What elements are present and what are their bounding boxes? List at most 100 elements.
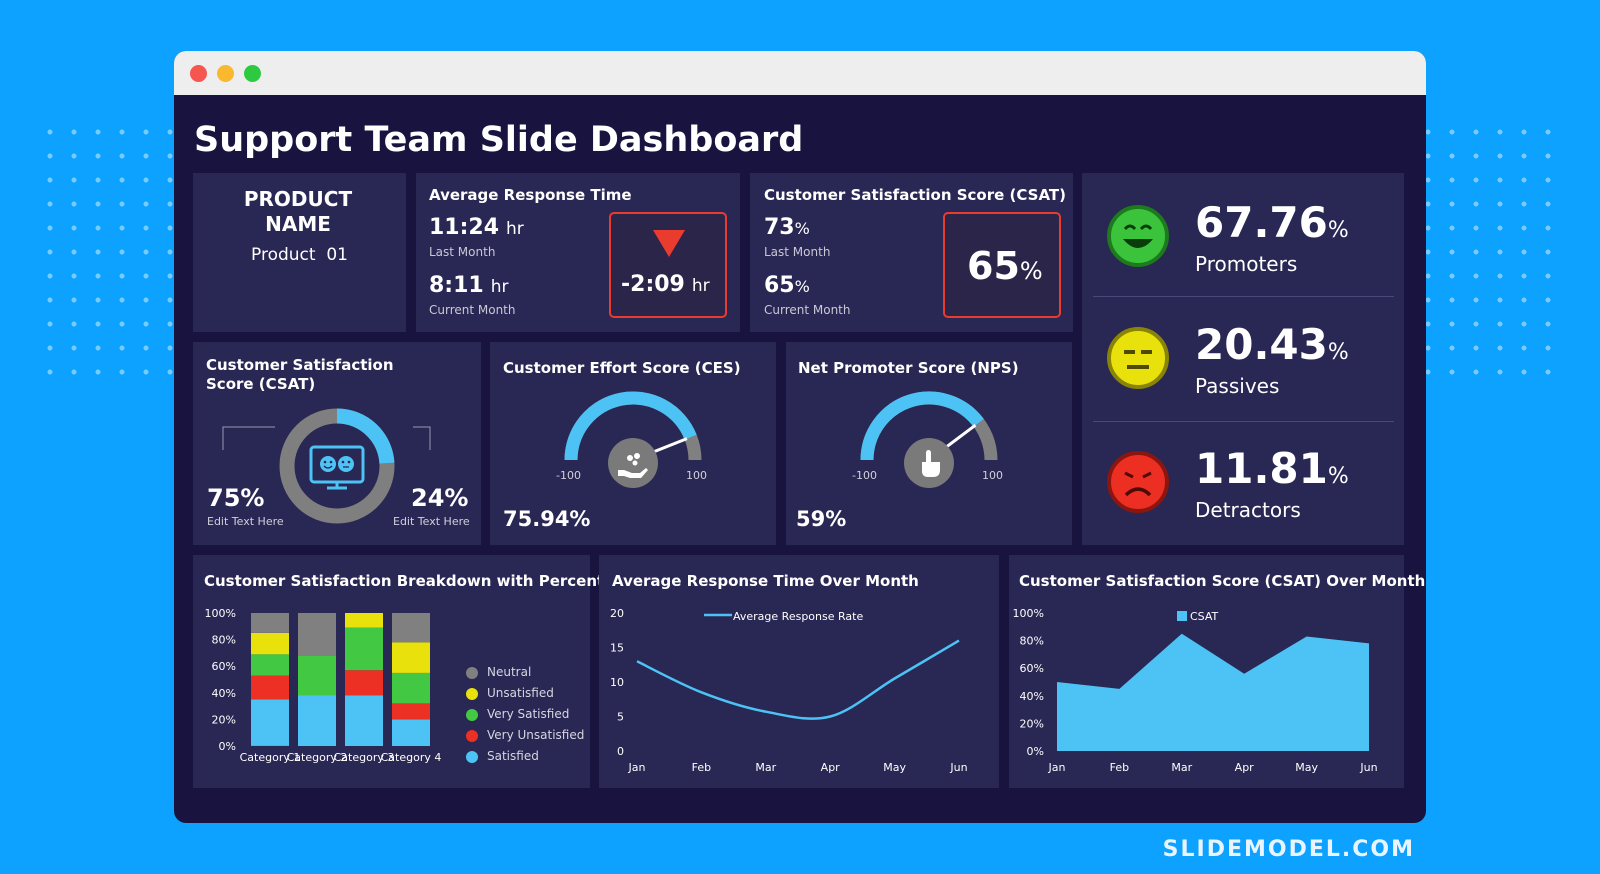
bar-segment bbox=[251, 699, 289, 746]
avg-response-last-unit: hr bbox=[506, 219, 524, 239]
avg-response-title: Average Response Time bbox=[429, 186, 632, 204]
csat-big-value: 65 bbox=[967, 244, 1020, 288]
avg-response-current-unit: hr bbox=[490, 277, 509, 297]
y-tick-label: 40% bbox=[1020, 690, 1044, 703]
bar-segment bbox=[298, 613, 336, 656]
y-tick-label: 40% bbox=[212, 687, 236, 700]
legend-label-very-unsatisfied: Very Unsatisfied bbox=[487, 728, 585, 742]
monitor-faces-icon bbox=[309, 445, 365, 490]
csat-trend-title: Customer Satisfaction Score (CSAT) Over … bbox=[1019, 572, 1426, 590]
csat-trend-card: Customer Satisfaction Score (CSAT) Over … bbox=[1009, 555, 1425, 788]
csat-last-label: Last Month bbox=[764, 245, 831, 259]
down-arrow-icon bbox=[653, 230, 685, 257]
product-name: Product 01 bbox=[251, 245, 348, 265]
legend-satisfied: Satisfied bbox=[466, 749, 539, 763]
x-tick-label: Feb bbox=[1110, 761, 1129, 774]
product-heading: PRODUCT NAME bbox=[243, 187, 353, 236]
x-tick-label: Jun bbox=[949, 761, 967, 774]
legend-unsatisfied: Unsatisfied bbox=[466, 686, 554, 700]
promoters-percent: % bbox=[1327, 218, 1349, 243]
avg-response-card: Average Response Time 11:24 hr Last Mont… bbox=[416, 173, 740, 332]
x-tick-label: Apr bbox=[1235, 761, 1255, 774]
avg-response-current-label: Current Month bbox=[429, 303, 516, 317]
legend-label-very-satisfied: Very Satisfied bbox=[487, 707, 570, 721]
legend-label-unsatisfied: Unsatisfied bbox=[487, 686, 554, 700]
csat-left-label: Edit Text Here bbox=[207, 515, 284, 528]
bar-segment bbox=[345, 695, 383, 746]
ces-min: -100 bbox=[556, 469, 581, 482]
pointer-hand-icon bbox=[922, 450, 940, 477]
donut-leader-right bbox=[413, 426, 431, 450]
y-tick-label: 5 bbox=[617, 711, 624, 724]
legend-dot-very-unsatisfied bbox=[466, 729, 478, 742]
x-tick-label: Category 3 bbox=[334, 751, 395, 764]
brand-watermark: SLIDEMODEL.COM bbox=[1162, 837, 1415, 862]
y-tick-label: 100% bbox=[1013, 607, 1044, 620]
passives-label: Passives bbox=[1195, 374, 1280, 398]
csat-left-value: 75% bbox=[207, 484, 265, 512]
nps-gauge bbox=[860, 391, 998, 488]
y-tick-label: 80% bbox=[212, 634, 236, 647]
bar-segment bbox=[392, 642, 430, 673]
x-tick-label: May bbox=[1295, 761, 1318, 774]
x-tick-label: Apr bbox=[821, 761, 841, 774]
avg-response-delta-unit: hr bbox=[691, 276, 710, 296]
csat-donut-title: Customer Satisfaction Score (CSAT) bbox=[206, 356, 394, 393]
y-tick-label: 80% bbox=[1020, 635, 1044, 648]
x-tick-label: Category 1 bbox=[240, 751, 301, 764]
avg-response-current-value: 8:11 bbox=[429, 273, 484, 298]
bar-segment bbox=[298, 695, 336, 746]
ces-max: 100 bbox=[686, 469, 707, 482]
donut-arc bbox=[279, 408, 395, 524]
csat-last-percent: % bbox=[794, 219, 810, 238]
dot-pattern-left bbox=[38, 120, 178, 390]
legend-label: Average Response Rate bbox=[733, 610, 863, 623]
y-tick-label: 20 bbox=[610, 607, 624, 620]
csat-card: Customer Satisfaction Score (CSAT) 73% L… bbox=[750, 173, 1073, 332]
nps-card: Net Promoter Score (NPS) -100 100 59% bbox=[786, 342, 1072, 545]
minimize-window-button[interactable] bbox=[217, 65, 234, 82]
detractors-value: 11.81% bbox=[1195, 444, 1349, 493]
detractors-number: 11.81 bbox=[1195, 444, 1328, 493]
ces-gauge-fill bbox=[564, 391, 697, 461]
promoters-number: 67.76 bbox=[1195, 198, 1328, 247]
passives-number: 20.43 bbox=[1195, 320, 1328, 369]
bar-segment bbox=[392, 672, 430, 704]
y-tick-label: 10 bbox=[610, 676, 624, 689]
divider-1 bbox=[1093, 296, 1394, 297]
y-tick-label: 20% bbox=[1020, 717, 1044, 730]
bar-segment bbox=[251, 654, 289, 676]
nps-min: -100 bbox=[852, 469, 877, 482]
detractors-percent: % bbox=[1327, 464, 1349, 489]
csat-current-value: 65 bbox=[764, 273, 795, 298]
y-tick-label: 0% bbox=[1027, 745, 1044, 758]
bar-segment bbox=[392, 703, 430, 720]
x-tick-label: Category 4 bbox=[381, 751, 442, 764]
x-tick-label: Feb bbox=[692, 761, 711, 774]
y-tick-label: 20% bbox=[212, 713, 236, 726]
bar-segment bbox=[392, 613, 430, 643]
bar-segment bbox=[345, 670, 383, 696]
sad-face-icon bbox=[1107, 451, 1169, 513]
x-tick-label: Jan bbox=[1048, 761, 1066, 774]
y-tick-label: 100% bbox=[205, 607, 236, 620]
csat-trend-chart: 0% 20% 40% 60% 80% 100% Jan Feb Mar Apr May Jun CSAT bbox=[1013, 607, 1378, 774]
x-tick-label: Jun bbox=[1359, 761, 1377, 774]
response-trend-title: Average Response Time Over Month bbox=[612, 572, 919, 590]
maximize-window-button[interactable] bbox=[244, 65, 261, 82]
passives-value: 20.43% bbox=[1195, 320, 1349, 369]
ces-card: Customer Effort Score (CES) -100 100 75.… bbox=[490, 342, 776, 545]
close-window-button[interactable] bbox=[190, 65, 207, 82]
ces-value: 75.94% bbox=[503, 507, 591, 531]
avg-response-delta: -2:09 hr bbox=[621, 272, 710, 297]
ces-title: Customer Effort Score (CES) bbox=[503, 359, 741, 377]
legend-dot-satisfied bbox=[466, 750, 478, 763]
detractors-label: Detractors bbox=[1195, 498, 1301, 522]
y-tick-label: 60% bbox=[212, 660, 236, 673]
avg-response-delta-value: -2:09 bbox=[621, 272, 685, 297]
page-title: Support Team Slide Dashboard bbox=[194, 120, 804, 160]
bar-segment bbox=[392, 719, 430, 746]
x-tick-label: May bbox=[883, 761, 906, 774]
bar-segment bbox=[345, 627, 383, 671]
